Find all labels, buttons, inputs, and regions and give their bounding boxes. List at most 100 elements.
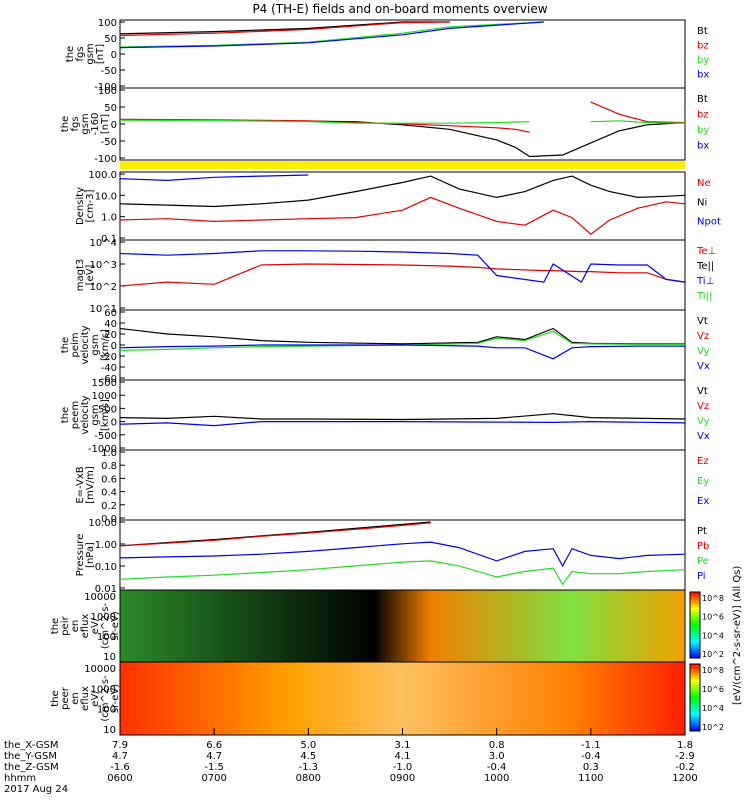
- y-axis-label: eV/: [90, 690, 101, 707]
- y-axis-label: [km/s]: [100, 399, 111, 431]
- x-row-value: -2.9: [675, 751, 695, 762]
- x-row-value: 1000: [484, 773, 509, 784]
- y-tick-label: 10: [103, 652, 116, 663]
- y-tick-label: 0: [111, 50, 117, 61]
- y-axis-label: sr-eV): [110, 611, 121, 640]
- legend-Vy: Vy: [697, 416, 710, 427]
- legend-bz: bz: [697, 110, 709, 121]
- panel-density: [119, 171, 686, 241]
- panel-eflux_e: [119, 661, 701, 736]
- y-tick-label: -1000: [88, 444, 117, 455]
- x-row-value: 0800: [296, 773, 321, 784]
- series-by: [119, 119, 686, 124]
- series-Vx: [119, 420, 686, 427]
- panel-vi: [119, 309, 686, 381]
- x-row-value: 4.7: [206, 751, 222, 762]
- legend-Bt: Bt: [697, 26, 708, 37]
- y-tick-label: -100: [94, 154, 117, 165]
- y-tick-label: 1000: [91, 684, 116, 695]
- y-axis-label: (cm^2-s-: [100, 602, 111, 649]
- panel-pressure: [119, 519, 686, 591]
- x-row-value: 1.8: [677, 740, 693, 751]
- legend-bx: bx: [697, 70, 709, 81]
- series-bx: [119, 21, 544, 49]
- y-axis-label: Pressure: [75, 534, 86, 577]
- series-Vy: [119, 330, 685, 352]
- x-row-value: 0600: [107, 773, 132, 784]
- x-row-value: -0.4: [487, 762, 507, 773]
- panel-frame: [119, 239, 686, 311]
- y-tick-label: -60: [101, 374, 117, 385]
- legend-Bt: Bt: [697, 94, 708, 105]
- y-tick-label: 0.1: [101, 234, 117, 245]
- x-row-value: 0.8: [489, 740, 505, 751]
- legend-Pe: Pe: [697, 556, 709, 567]
- y-axis-label: the: [50, 690, 61, 706]
- y-tick-label: 10000: [84, 592, 116, 603]
- y-tick-label: 0: [111, 120, 117, 131]
- series-bz: [119, 21, 450, 36]
- y-tick-label: 1.0: [101, 213, 117, 224]
- x-row-value: 0.3: [583, 762, 599, 773]
- series-Vt: [119, 413, 686, 421]
- y-axis-label: eflux: [80, 614, 91, 639]
- y-axis-label: magt3: [75, 259, 86, 292]
- date-label: 2017 Aug 24: [4, 784, 68, 795]
- y-axis-label: E=-VxB: [75, 466, 86, 503]
- y-tick-label: 500: [98, 404, 117, 415]
- series-Pi: [119, 541, 686, 568]
- x-row-value: 3.1: [395, 740, 411, 751]
- series-Ne: [119, 196, 686, 235]
- legend-by: by: [697, 125, 709, 136]
- y-tick-label: 10^1: [90, 304, 117, 315]
- x-row-value: 0900: [390, 773, 415, 784]
- series-Ni: [119, 175, 686, 208]
- colorbar-tick: 10^2: [702, 723, 724, 732]
- heatmap-eflux_i: [120, 590, 685, 662]
- y-tick-label: 100.0: [88, 170, 117, 181]
- legend-Ti⊥: Ti⊥: [696, 276, 714, 287]
- y-tick-label: -100: [94, 82, 117, 93]
- panel-frame: [119, 519, 686, 591]
- y-axis-label: gsm: [85, 43, 96, 64]
- legend-Ex: Ex: [697, 496, 709, 507]
- legend-Ne: Ne: [697, 178, 711, 189]
- colorbar-tick: 10^4: [702, 631, 724, 640]
- x-row-value: -1.1: [581, 740, 601, 751]
- x-row-label: hhmm: [4, 773, 36, 784]
- panel-eflux_i: [119, 589, 701, 663]
- y-axis-label: en: [70, 620, 81, 633]
- y-axis-label: the: [60, 407, 71, 423]
- legend-Vy: Vy: [697, 346, 710, 357]
- y-tick-label: 10^4: [90, 238, 117, 249]
- colorbar-tick: 10^6: [702, 613, 724, 622]
- y-tick-label: 100: [98, 18, 117, 29]
- x-row-value: -0.4: [581, 751, 601, 762]
- y-axis-label: velocity: [80, 395, 91, 434]
- x-row-label: the_Z-GSM: [4, 762, 59, 773]
- y-axis-label: [nPa]: [85, 542, 96, 568]
- x-row-label: the_Y-GSM: [4, 751, 57, 762]
- y-axis-label: peir: [60, 615, 71, 635]
- legend-by: by: [697, 55, 709, 66]
- colorbar-tick: 10^8: [702, 594, 724, 603]
- y-tick-label: 0.8: [101, 461, 117, 472]
- y-tick-label: 50: [104, 103, 117, 114]
- x-row-value: -1.6: [110, 762, 130, 773]
- x-row-value: 4.1: [395, 751, 411, 762]
- chart-title: P4 (TH-E) fields and on-board moments ov…: [252, 2, 547, 16]
- legend-Vz: Vz: [697, 401, 709, 412]
- legend-Ni: Ni: [697, 197, 707, 208]
- legend-bz: bz: [697, 41, 709, 52]
- y-tick-label: 1000: [91, 612, 116, 623]
- series-bz: [119, 101, 686, 133]
- y-axis-label: eV/: [90, 617, 101, 634]
- y-tick-label: 100: [97, 705, 116, 716]
- x-row-value: 3.0: [489, 751, 505, 762]
- x-row-label: the_X-GSM: [4, 740, 58, 751]
- colorbar-tick: 10^6: [702, 685, 724, 694]
- legend-Ti||: Ti||: [696, 291, 712, 302]
- y-axis-label: gsm: [90, 404, 101, 425]
- y-axis-label: [eV]: [85, 265, 96, 286]
- panel-fgs_dsl: [119, 87, 686, 161]
